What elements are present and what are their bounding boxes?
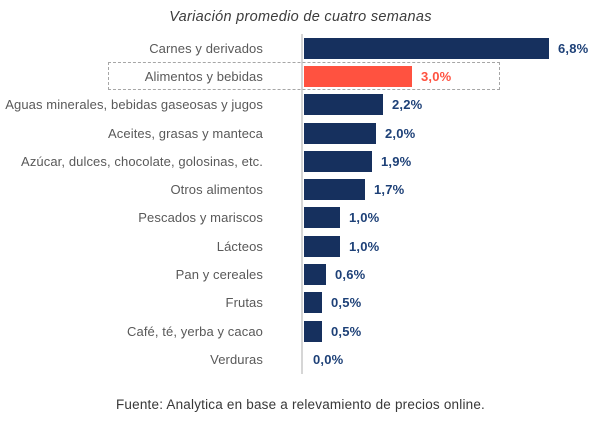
bar-row: Café, té, yerba y cacao 0,5% xyxy=(0,316,601,346)
bar xyxy=(304,179,365,201)
bar xyxy=(304,264,326,286)
bar-row: Alimentos y bebidas 3,0% xyxy=(0,62,601,91)
category-label: Azúcar, dulces, chocolate, golosinas, et… xyxy=(21,153,263,169)
category-label: Café, té, yerba y cacao xyxy=(127,323,263,339)
value-label: 2,0% xyxy=(385,125,416,141)
bar-track: 2,2% xyxy=(301,90,601,119)
bar xyxy=(304,150,372,172)
category-label: Aceites, grasas y manteca xyxy=(108,125,263,141)
bar-track: 2,0% xyxy=(301,118,601,148)
bar xyxy=(304,320,322,342)
bar-highlighted xyxy=(304,65,412,87)
bar-row: Otros alimentos 1,7% xyxy=(0,175,601,204)
bar-rows-container: Carnes y derivados 6,8% Alimentos y bebida… xyxy=(0,34,601,374)
chart-title: Variación promedio de cuatro semanas xyxy=(169,9,432,25)
value-label: 1,0% xyxy=(349,210,380,226)
bar-row: Verduras 0,0% xyxy=(0,345,601,374)
category-label: Lácteos xyxy=(216,238,263,254)
bar-track: 1,7% xyxy=(301,175,601,204)
bar-row: Carnes y derivados 6,8% xyxy=(0,34,601,63)
value-label: 2,2% xyxy=(392,97,423,113)
bar-track: 0,5% xyxy=(301,316,601,346)
bar-row: Frutas 0,5% xyxy=(0,288,601,317)
bar-track: 1,9% xyxy=(301,147,601,176)
bar-track: 6,8% xyxy=(301,34,601,63)
category-label: Pescados y mariscos xyxy=(138,210,263,226)
value-label: 1,0% xyxy=(349,238,380,254)
value-label: 6,8% xyxy=(558,40,589,56)
category-label: Pan y cereales xyxy=(175,267,263,283)
bar xyxy=(304,292,322,314)
bar-track: 0,5% xyxy=(301,288,601,317)
bar xyxy=(304,235,340,257)
bar-track: 1,0% xyxy=(301,232,601,261)
bar-row: Aguas minerales, bebidas gaseosas y jugo… xyxy=(0,90,601,119)
source-caption: Fuente: Analytica en base a relevamiento… xyxy=(115,396,486,412)
category-label: Aguas minerales, bebidas gaseosas y jugo… xyxy=(5,97,263,113)
bar-track: 0,6% xyxy=(301,260,601,289)
bar-track: 3,0% xyxy=(301,62,601,91)
value-label: 0,5% xyxy=(331,323,362,339)
category-label: Frutas xyxy=(225,295,263,311)
bar-row: Pan y cereales 0,6% xyxy=(0,260,601,289)
bar xyxy=(304,207,340,229)
category-label: Otros alimentos xyxy=(170,182,263,198)
category-label: Carnes y derivados xyxy=(149,40,263,56)
bar-track: 0,0% xyxy=(301,345,601,374)
value-label: 1,9% xyxy=(381,153,412,169)
category-label: Alimentos y bebidas xyxy=(144,68,263,84)
value-label: 0,0% xyxy=(313,351,344,367)
bar-row: Lácteos 1,0% xyxy=(0,232,601,261)
category-label: Verduras xyxy=(210,351,263,367)
bar-row: Pescados y mariscos 1,0% xyxy=(0,203,601,233)
value-label: 0,5% xyxy=(331,295,362,311)
bar-row: Aceites, grasas y manteca 2,0% xyxy=(0,118,601,148)
bar-track: 1,0% xyxy=(301,203,601,233)
bar xyxy=(304,37,549,59)
bar-row: Azúcar, dulces, chocolate, golosinas, et… xyxy=(0,147,601,176)
value-label: 3,0% xyxy=(421,68,452,84)
bar xyxy=(304,122,376,144)
bar xyxy=(304,94,383,116)
value-label: 1,7% xyxy=(374,182,405,198)
value-label: 0,6% xyxy=(335,267,366,283)
